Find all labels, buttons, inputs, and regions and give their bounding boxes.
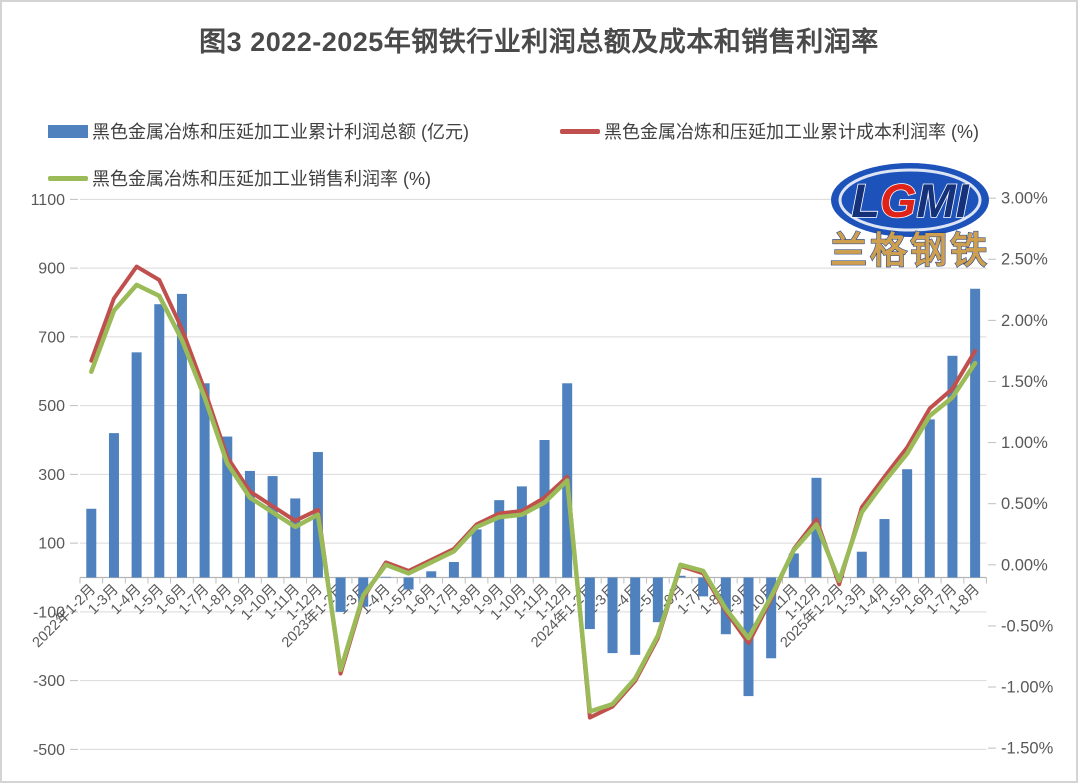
bar bbox=[630, 577, 641, 655]
bar bbox=[947, 355, 958, 578]
logo-cn-text: 兰格钢铁 bbox=[830, 230, 990, 271]
legend-bar-swatch-icon bbox=[48, 124, 88, 138]
left-axis-label: 900 bbox=[38, 261, 65, 278]
bar bbox=[698, 577, 709, 597]
right-axis-label: -1.50% bbox=[1001, 740, 1054, 758]
lgmi-logo: LGMI 兰格钢铁 bbox=[822, 158, 994, 272]
right-axis-label: 0.00% bbox=[1001, 556, 1048, 574]
bar bbox=[766, 577, 777, 659]
legend-line-swatch-icon bbox=[48, 175, 88, 181]
bar bbox=[879, 519, 890, 578]
bar bbox=[108, 433, 119, 578]
bar bbox=[335, 577, 346, 612]
bar bbox=[788, 553, 799, 578]
bar bbox=[675, 575, 686, 578]
bar bbox=[471, 529, 482, 578]
right-axis-label: 0.50% bbox=[1001, 495, 1048, 513]
bar bbox=[380, 576, 391, 578]
sales-margin-line bbox=[89, 282, 978, 714]
bar bbox=[176, 293, 187, 578]
logo-lgmi-text: LGMI bbox=[851, 174, 969, 227]
bar bbox=[86, 508, 97, 578]
legend-label: 黑色金属冶炼和压延加工业累计利润总额 (亿元) bbox=[92, 122, 469, 142]
logo-ellipse bbox=[831, 163, 989, 237]
bar bbox=[244, 470, 255, 578]
bar bbox=[607, 577, 618, 654]
left-axis-label: 1100 bbox=[31, 192, 66, 209]
left-axis-label: -300 bbox=[33, 673, 65, 690]
right-axis-label: 1.50% bbox=[1001, 373, 1048, 391]
right-axis-label: 2.50% bbox=[1001, 251, 1048, 269]
bar bbox=[652, 577, 663, 623]
legend-line-swatch-icon bbox=[560, 128, 600, 134]
right-axis-label: 2.00% bbox=[1001, 312, 1048, 330]
bar bbox=[426, 571, 437, 578]
right-axis-label: -0.50% bbox=[1001, 617, 1054, 635]
bar bbox=[970, 288, 981, 578]
legend-item-cost-margin: 黑色金属冶炼和压延加工业累计成本利润率 (%) bbox=[560, 118, 979, 144]
bar bbox=[448, 562, 459, 578]
left-axis-label: 700 bbox=[38, 329, 65, 346]
right-axis-label: 1.00% bbox=[1001, 434, 1048, 452]
bar bbox=[856, 551, 867, 578]
bar bbox=[584, 577, 595, 630]
bar bbox=[131, 352, 142, 578]
left-axis-label: 100 bbox=[38, 536, 65, 553]
chart-title: 图3 2022-2025年钢铁行业利润总额及成本和销售利润率 bbox=[199, 27, 879, 57]
bar bbox=[199, 383, 210, 578]
bar bbox=[154, 304, 165, 578]
legend-label: 黑色金属冶炼和压延加工业累计成本利润率 (%) bbox=[604, 122, 979, 142]
right-axis-label: -1.00% bbox=[1001, 679, 1054, 697]
bar bbox=[222, 436, 233, 578]
legend-item-sales-margin: 黑色金属冶炼和压延加工业销售利润率 (%) bbox=[48, 165, 431, 191]
left-axis-label: 500 bbox=[38, 398, 65, 415]
bar bbox=[290, 498, 301, 578]
legend-label: 黑色金属冶炼和压延加工业销售利润率 (%) bbox=[92, 169, 431, 189]
bar bbox=[516, 486, 527, 578]
right-axis-label: 3.00% bbox=[1001, 190, 1048, 208]
bar bbox=[494, 500, 505, 578]
left-axis-label: 300 bbox=[38, 467, 65, 484]
left-axis-label: -500 bbox=[33, 742, 65, 759]
left-axis-label: -100 bbox=[33, 604, 65, 621]
bar bbox=[403, 577, 414, 590]
legend-item-profit: 黑色金属冶炼和压延加工业累计利润总额 (亿元) bbox=[48, 118, 469, 144]
bar bbox=[539, 440, 550, 578]
bar bbox=[902, 469, 913, 578]
bar bbox=[924, 419, 935, 578]
bar bbox=[267, 476, 278, 578]
